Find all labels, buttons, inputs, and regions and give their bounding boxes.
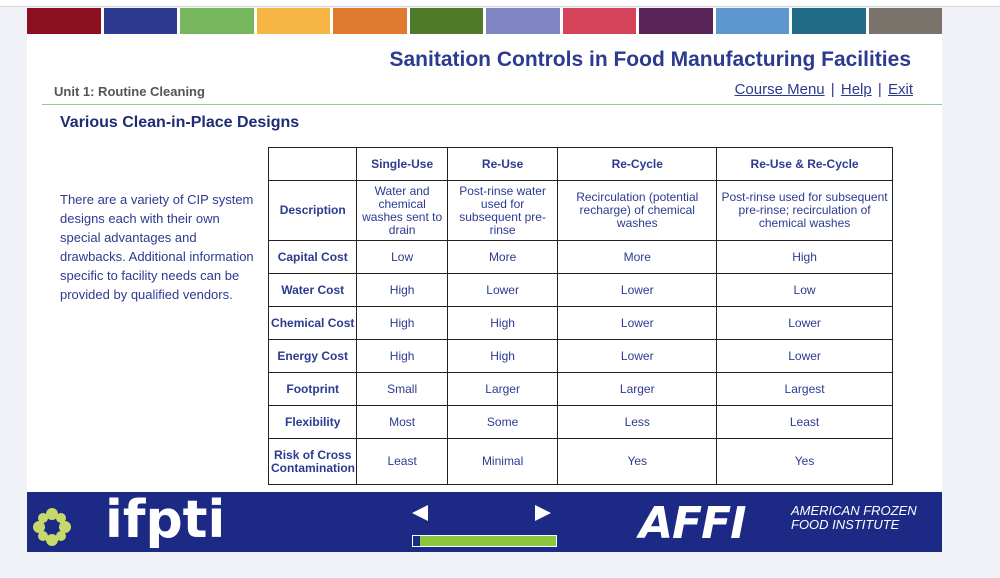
affi-full-name: AMERICAN FROZEN FOOD INSTITUTE (791, 503, 917, 532)
color-strip-segment (409, 8, 483, 34)
table-cell: Larger (557, 372, 718, 406)
row-label: Description (267, 180, 358, 241)
table-row: Description Water and chemical washes se… (267, 180, 893, 241)
table-cell: Less (557, 405, 718, 439)
table-cell: High (446, 306, 559, 340)
table-header-row: Single-Use Re-Use Re-Cycle Re-Use & Re-C… (267, 147, 893, 181)
page-title: Various Clean-in-Place Designs (60, 114, 300, 131)
nav-separator: | (877, 81, 882, 98)
color-strip (27, 8, 942, 34)
affi-logo: AFFI (639, 498, 747, 549)
exit-link[interactable]: Exit (887, 81, 913, 98)
table-cell: Post-rinse used for subsequent pre-rinse… (716, 180, 893, 241)
unit-label: Unit 1: Routine Cleaning (54, 84, 205, 99)
color-strip-segment (256, 8, 330, 34)
table-row: Footprint Small Larger Larger Largest (267, 372, 893, 406)
row-label: Footprint (267, 372, 358, 406)
course-menu-link[interactable]: Course Menu (734, 81, 825, 98)
course-frame: Sanitation Controls in Food Manufacturin… (27, 8, 942, 552)
course-title: Sanitation Controls in Food Manufacturin… (389, 48, 911, 71)
table-cell: High (716, 240, 893, 274)
row-label: Energy Cost (267, 339, 358, 373)
color-strip-segment (639, 8, 713, 34)
table-cell: Water and chemical washes sent to drain (356, 180, 448, 241)
table-cell: Recirculation (potential recharge) of ch… (557, 180, 718, 241)
table-cell: High (356, 273, 448, 307)
table-cell: Larger (446, 372, 559, 406)
help-link[interactable]: Help (840, 81, 872, 98)
color-strip-segment (792, 8, 866, 34)
table-cell: Largest (716, 372, 893, 406)
table-row: Water Cost High Lower Lower Low (267, 273, 893, 307)
table-row: Energy Cost High High Lower Lower (267, 339, 893, 373)
previous-page-button[interactable] (402, 502, 436, 524)
table-cell: More (446, 240, 559, 274)
table-header-cell: Re-Use (446, 147, 559, 181)
color-strip-segment (562, 8, 636, 34)
color-strip-segment (180, 8, 254, 34)
table-cell: Post-rinse water used for subsequent pre… (446, 180, 559, 241)
table-cell: Lower (716, 306, 893, 340)
row-label: Capital Cost (267, 240, 358, 274)
table-cell: High (446, 339, 559, 373)
table-cell: Yes (716, 438, 893, 485)
footer-bar: ifpti AFFI AMERICAN FROZEN FOOD INSTITUT… (27, 490, 942, 552)
row-label: Chemical Cost (267, 306, 358, 340)
intro-text: There are a variety of CIP system design… (60, 192, 254, 302)
table-cell: Low (716, 273, 893, 307)
progress-fill (413, 536, 421, 546)
table-header-cell: Re-Use & Re-Cycle (716, 147, 893, 181)
table-cell: Lower (716, 339, 893, 373)
table-cell: Lower (557, 306, 718, 340)
table-cell: High (356, 339, 448, 373)
color-strip-segment (103, 8, 177, 34)
cip-comparison-table: Single-Use Re-Use Re-Cycle Re-Use & Re-C… (267, 147, 893, 485)
ifpti-flower-icon (33, 508, 71, 546)
table-cell: Some (446, 405, 559, 439)
table-cell: Low (356, 240, 448, 274)
table-row: Chemical Cost High High Lower Lower (267, 306, 893, 340)
table-cell: Minimal (446, 438, 559, 485)
row-label: Risk of Cross Contamination (267, 438, 358, 485)
table-cell: Most (356, 405, 448, 439)
top-nav-links: Course Menu | Help | Exit (735, 81, 913, 98)
browser-edge (0, 0, 1000, 7)
header-divider (42, 104, 942, 105)
row-label: Flexibility (267, 405, 358, 439)
table-header-cell (267, 147, 358, 181)
color-strip-segment (715, 8, 789, 34)
next-page-button[interactable] (527, 502, 561, 524)
color-strip-segment (868, 8, 942, 34)
color-strip-segment (333, 8, 407, 34)
table-cell: Least (356, 438, 448, 485)
table-cell: Yes (557, 438, 718, 485)
table-cell: More (557, 240, 718, 274)
table-header-cell: Single-Use (356, 147, 448, 181)
table-header-cell: Re-Cycle (557, 147, 718, 181)
table-cell: Lower (446, 273, 559, 307)
table-cell: High (356, 306, 448, 340)
table-cell: Lower (557, 339, 718, 373)
table-cell: Least (716, 405, 893, 439)
course-progress-bar (412, 535, 557, 547)
table-cell: Lower (557, 273, 718, 307)
table-row: Flexibility Most Some Less Least (267, 405, 893, 439)
table-cell: Small (356, 372, 448, 406)
table-row: Risk of Cross Contamination Least Minima… (267, 438, 893, 485)
ifpti-logo: ifpti (105, 490, 226, 550)
color-strip-segment (486, 8, 560, 34)
table-row: Capital Cost Low More More High (267, 240, 893, 274)
color-strip-segment (27, 8, 101, 34)
row-label: Water Cost (267, 273, 358, 307)
nav-separator: | (830, 81, 835, 98)
